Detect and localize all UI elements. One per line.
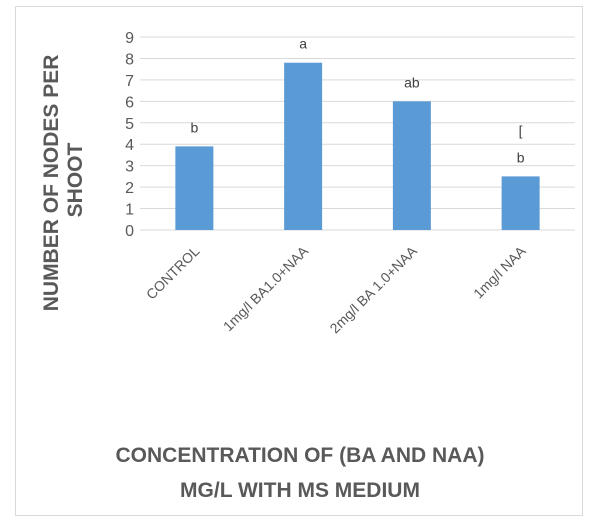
x-tick-label: 1mg/l BA1.0+NAA (220, 242, 312, 334)
y-tick-label: 4 (125, 137, 134, 154)
data-label: b (190, 119, 198, 135)
y-tick-label: 8 (125, 51, 134, 68)
bar (284, 62, 323, 230)
x-tick-label: 2mg/l BA 1.0+NAA (326, 242, 420, 336)
bar (175, 146, 214, 230)
y-tick-label: 2 (125, 180, 134, 197)
y-axis-title: NUMBER OF NODES PER SHOOT (40, 49, 87, 312)
x-axis-title-line-2: MG/L WITH MS MEDIUM (180, 479, 420, 502)
y-axis-ticks: 0 1 2 3 4 5 6 7 8 9 (125, 30, 134, 240)
y-tick-label: 3 (125, 159, 134, 176)
y-axis-title-line-1: NUMBER OF NODES PER (40, 55, 63, 312)
y-tick-label: 6 (125, 94, 134, 111)
data-label: ab (404, 74, 420, 90)
bar (392, 101, 431, 230)
y-axis-title-line-2: SHOOT (64, 142, 87, 217)
x-axis-title-line-1: CONCENTRATION OF (BA AND NAA) (115, 444, 484, 467)
data-labels: b a ab [b (190, 36, 524, 166)
y-tick-label: 9 (125, 30, 134, 47)
bar (501, 176, 540, 230)
y-tick-label: 5 (125, 116, 134, 133)
data-label: [b (517, 122, 525, 165)
x-axis-ticks: CONTROL 1mg/l BA1.0+NAA 2mg/l BA 1.0+NAA 1m… (143, 242, 529, 336)
x-tick-label: 1mg/l NAA (470, 242, 529, 301)
x-tick-label: CONTROL (143, 243, 203, 303)
y-tick-label: 7 (125, 73, 134, 90)
y-tick-label: 0 (125, 223, 134, 240)
y-tick-label: 1 (125, 202, 134, 219)
data-label: a (299, 36, 307, 52)
bars (175, 62, 540, 230)
